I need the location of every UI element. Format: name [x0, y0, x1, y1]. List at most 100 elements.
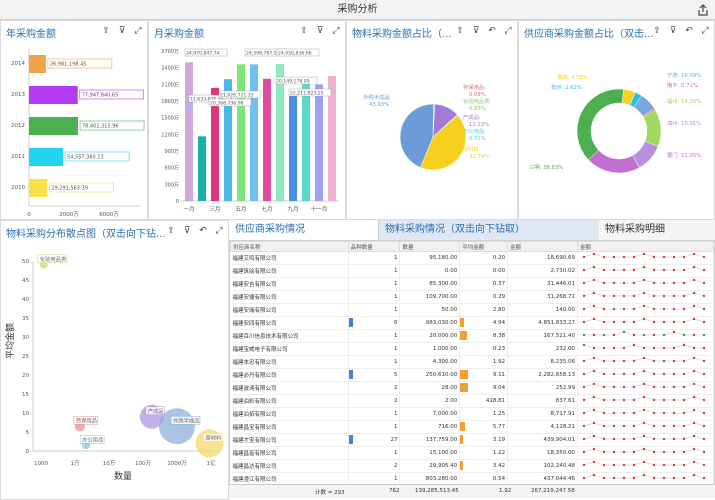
table-row[interactable]: 福建昌宝有限公司 1 716.00 5.77 4,128.21: [230, 420, 714, 434]
cell-amount: 102,240.48: [507, 459, 578, 473]
export-icon[interactable]: ⇪: [456, 26, 464, 36]
export-icon[interactable]: ⇪: [167, 226, 175, 236]
column-header[interactable]: 数量: [399, 241, 461, 252]
spark-point: [642, 346, 646, 350]
cell-value: 1: [393, 294, 398, 300]
tab-supplier-purchase[interactable]: 供应商采购情况: [229, 220, 379, 240]
spark-point: [692, 460, 696, 464]
spark-point: [662, 463, 666, 467]
scatter-x-tick: 100万: [135, 460, 151, 467]
undo-icon[interactable]: ↶: [488, 26, 496, 36]
tab-material-detail[interactable]: 物料采购明细: [599, 220, 715, 240]
cell-value: 福建波涛有限公司: [232, 386, 277, 392]
column-header[interactable]: 供应商名称: [230, 241, 349, 252]
cell-value: 1: [393, 424, 398, 430]
spark-point: [662, 450, 666, 454]
spark-point: [582, 307, 586, 311]
cell-value: 福建必丹有限公司: [232, 373, 277, 379]
fullscreen-icon[interactable]: ⤢: [215, 226, 223, 236]
spark-point: [652, 307, 656, 311]
column-header[interactable]: 平均金额: [459, 241, 509, 252]
column-header[interactable]: 金额: [576, 241, 714, 252]
table-row[interactable]: 福建昌富有限公司 1 15,100.00 1.22 18,350.00: [230, 446, 714, 460]
spark-point: [662, 307, 666, 311]
table-row[interactable]: 福建波涛有限公司 2 28.00 9.04 252.99: [230, 381, 714, 395]
column-header[interactable]: 品种数量: [347, 241, 401, 252]
cell-kinds: 1: [348, 290, 401, 304]
filter-icon[interactable]: ⊽: [183, 226, 191, 236]
cell-value: 5: [393, 372, 398, 378]
table-row[interactable]: 福建必丹有限公司 5 250,610.00 9.11 2,282,658.13: [230, 368, 714, 382]
cell-sparkline: [577, 316, 714, 330]
cell-supplier-name: 福建才宝有限公司: [230, 433, 349, 447]
month-data-label: 21,926,721.33: [220, 93, 254, 99]
cell-value: 0.20: [492, 255, 506, 261]
table-row[interactable]: 福建安瑞有限公司 1 50.00 2.80 140.00: [230, 303, 714, 317]
spark-point: [622, 385, 626, 389]
spark-point: [612, 437, 616, 441]
export-icon[interactable]: [697, 4, 709, 16]
cell-kinds: 1: [348, 342, 401, 356]
pie-slice: [399, 103, 434, 168]
fullscreen-icon[interactable]: ⤢: [134, 26, 142, 36]
cell-value: 31,268.71: [546, 294, 575, 300]
month-bar: [276, 64, 284, 201]
year-bar: [29, 117, 79, 135]
table-header: 供应商名称 品种数量 数量 平均金额 金额 金额: [230, 241, 714, 252]
table-row[interactable]: 福建安四有限公司 6 983,030.00 4.94 4,851,833.27: [230, 316, 714, 330]
table-row[interactable]: 福建泊彩有限公司 2 2.00 418.81 837.61: [230, 394, 714, 408]
filter-icon[interactable]: ⊽: [472, 26, 480, 36]
cell-value: 1.92: [492, 359, 506, 365]
undo-icon[interactable]: ↶: [199, 226, 207, 236]
tab-material-purchase[interactable]: 物料采购情况（双击向下钻取）: [379, 220, 599, 240]
table-row[interactable]: 福建才宝有限公司 27 137,759.00 3.19 439,904.01: [230, 433, 714, 447]
pie-label-name: 办公用品:: [463, 127, 486, 135]
spark-point: [632, 294, 636, 298]
month-y-tick: 1200万: [161, 132, 179, 138]
cell-value: 1,000.00: [432, 346, 458, 352]
inline-bar: [460, 435, 463, 444]
spark-point: [632, 463, 636, 467]
table-row[interactable]: 福建澄江有限公司 1 803,280.00 0.54 437,044.46: [230, 472, 714, 486]
pie-slice: [420, 114, 467, 171]
cell-value: 437,044.46: [543, 476, 575, 482]
filter-icon[interactable]: ⊽: [118, 26, 126, 36]
cell-amount: 837.61: [507, 394, 578, 408]
table-row[interactable]: 福建百川信息技术有限公司 1 20,000.00 8.38 167,521.40: [230, 329, 714, 343]
fullscreen-icon[interactable]: ⤢: [701, 26, 709, 36]
table-row[interactable]: 福建艾鸣有限公司 1 95,180.00 0.20 18,690.69: [230, 251, 714, 265]
panel-material-share: 物料采购金额占比（... ⇪ ⊽ ↶ ⤢ 外购半成品: 43.93% 劳保用品: 0.09%…: [346, 20, 518, 220]
spark-point: [682, 333, 686, 337]
month-y-tick: 2400万: [161, 66, 179, 72]
spark-point: [702, 385, 706, 389]
undo-icon[interactable]: ↶: [685, 26, 693, 36]
cell-sparkline: [577, 433, 714, 447]
table-row[interactable]: 福建安捷有限公司 1 109,700.00 0.29 31,268.71: [230, 290, 714, 304]
fullscreen-icon[interactable]: ⤢: [504, 26, 512, 36]
filter-icon[interactable]: ⊽: [669, 26, 677, 36]
cell-value: 0.37: [492, 281, 506, 287]
cell-qty: 1,000.00: [399, 342, 461, 356]
column-header[interactable]: 金额: [507, 241, 578, 252]
month-bar: [185, 62, 193, 201]
table-row[interactable]: 福建本忠有限公司 1 4,300.00 1.92 8,235.06: [230, 355, 714, 369]
fullscreen-icon[interactable]: ⤢: [332, 26, 340, 36]
cell-value: 2: [393, 463, 398, 469]
cell-value: 1: [393, 476, 398, 482]
spark-point: [672, 359, 676, 363]
spark-point: [592, 382, 596, 386]
table-row[interactable]: 福建安吉有限公司 1 85,300.00 0.37 31,446.01: [230, 277, 714, 291]
cell-avg: 3.19: [459, 433, 509, 447]
table-row[interactable]: 福建宝威电子有限公司 1 1,000.00 0.23 232.00: [230, 342, 714, 356]
yearly-title: 年采购金额: [6, 29, 56, 40]
export-icon[interactable]: ⇪: [102, 26, 110, 36]
filter-icon[interactable]: ⊽: [316, 26, 324, 36]
cell-supplier-name: 福建本忠有限公司: [230, 355, 349, 369]
table-row[interactable]: 福建筑绘有限公司 1 0.00 0.00 2,730.02: [230, 264, 714, 278]
spark-point: [622, 294, 626, 298]
table-row[interactable]: 福建泊拓有限公司 1 7,000.00 1.25 8,717.91: [230, 407, 714, 421]
table-row[interactable]: 福建昌达有限公司 2 29,905.40 3.42 102,240.48: [230, 459, 714, 473]
export-icon[interactable]: ⇪: [300, 26, 308, 36]
cell-value: 85,300.00: [429, 281, 458, 287]
export-icon[interactable]: ⇪: [653, 26, 661, 36]
